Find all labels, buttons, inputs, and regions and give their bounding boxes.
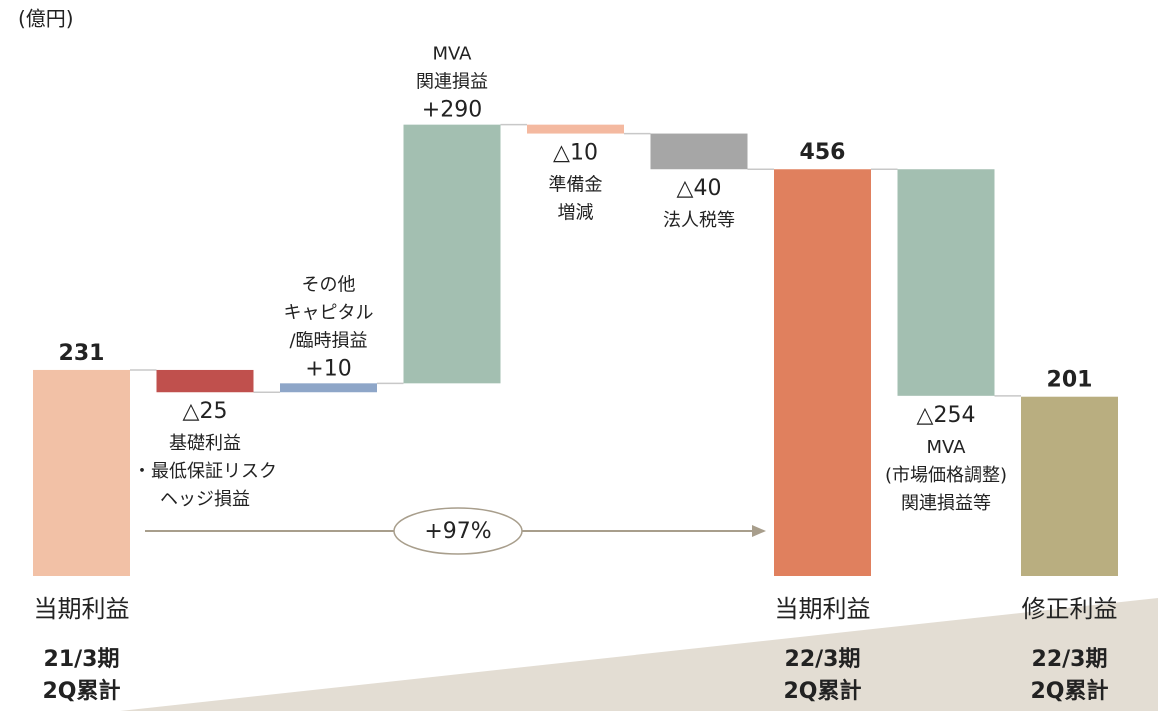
- bar: [774, 169, 871, 577]
- growth-label: +97%: [424, 519, 491, 544]
- category-label: 準備金: [549, 175, 603, 196]
- growth-badge: [393, 507, 523, 555]
- bar: [280, 383, 377, 393]
- category-label: 関連損益等: [901, 493, 991, 514]
- value-label: △40: [677, 176, 722, 201]
- bar: [1021, 396, 1118, 576]
- bar: [897, 169, 995, 396]
- category-label: キャピタル: [284, 302, 374, 323]
- unit-label: (億円): [18, 7, 74, 31]
- value-label: △25: [183, 399, 228, 424]
- value-label: 456: [800, 140, 846, 165]
- bar: [403, 124, 501, 384]
- category-label: /臨時損益: [289, 330, 367, 351]
- category-label: 修正利益: [1022, 595, 1118, 623]
- bar: [156, 369, 254, 393]
- category-label: 当期利益: [34, 595, 130, 623]
- category-label: ・最低保証リスク: [133, 461, 277, 482]
- category-label: 2Q累計: [1030, 678, 1108, 704]
- category-label: 法人税等: [663, 210, 735, 231]
- category-label: MVA: [926, 437, 966, 458]
- category-label: 22/3期: [1032, 647, 1108, 672]
- category-label: 関連損益: [416, 72, 488, 93]
- category-label: 22/3期: [785, 647, 861, 672]
- category-label: 増減: [558, 203, 594, 224]
- category-label: 基礎利益: [169, 433, 241, 454]
- value-label: △254: [917, 403, 976, 428]
- category-label: 2Q累計: [42, 678, 120, 704]
- category-label: 当期利益: [775, 595, 871, 623]
- category-label: 2Q累計: [783, 678, 861, 704]
- category-label: ヘッジ損益: [160, 489, 250, 510]
- value-label: 231: [59, 341, 105, 366]
- value-label: 201: [1047, 368, 1093, 393]
- category-label: その他: [302, 274, 356, 295]
- value-label: △10: [553, 141, 598, 166]
- value-label: +290: [422, 98, 482, 123]
- bar: [33, 369, 130, 576]
- growth-arrow-head: [752, 525, 766, 537]
- category-label: MVA: [432, 44, 472, 65]
- value-label: +10: [305, 356, 351, 381]
- category-label: 21/3期: [44, 647, 120, 672]
- category-label: (市場価格調整): [885, 465, 1007, 486]
- bar: [527, 124, 624, 134]
- bar: [650, 133, 748, 170]
- background-shape: [120, 598, 1158, 711]
